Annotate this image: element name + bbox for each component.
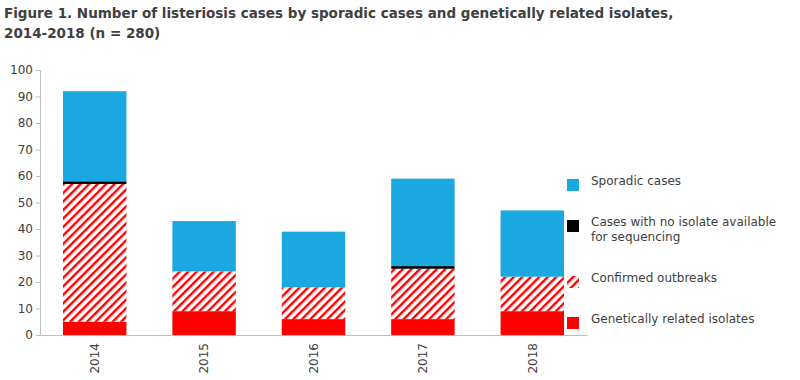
y-tick-mark [36, 282, 40, 283]
legend-label-line: Cases with no isolate available [591, 215, 776, 229]
legend-label-line: Genetically related isolates [591, 312, 754, 326]
y-axis: 0 10 20 30 40 50 60 70 80 90 100 [10, 63, 40, 342]
legend: Sporadic cases Cases with no isolate avai… [567, 174, 776, 329]
y-tick-mark [36, 97, 40, 98]
y-tick: 0 [25, 328, 40, 342]
title: Figure 1. Number of listeriosis cases by… [4, 5, 673, 41]
legend-swatch [567, 317, 579, 329]
x-axis: 2014 2015 2016 2017 2018 [41, 335, 588, 374]
x-tick: 2016 [307, 335, 321, 374]
legend-swatch [567, 276, 579, 288]
x-tick-label: 2016 [307, 343, 321, 374]
y-tick-label: 90 [18, 90, 33, 104]
y-tick-label: 0 [25, 328, 33, 342]
bar-segment [172, 311, 235, 335]
y-tick-mark [36, 176, 40, 177]
y-tick-label: 20 [18, 275, 33, 289]
bar-segment [391, 269, 454, 319]
y-tick-label: 100 [10, 63, 33, 77]
bar-segment [282, 319, 345, 335]
y-tick-mark [36, 335, 40, 336]
y-tick-label: 30 [18, 249, 33, 263]
bar-segment [282, 287, 345, 319]
bar-segment [501, 277, 564, 311]
bar-segment [391, 319, 454, 335]
y-tick-mark [36, 70, 40, 71]
bar-segment [391, 266, 454, 269]
bar-segment [172, 221, 235, 271]
y-tick-mark [36, 203, 40, 204]
bar-segment [501, 311, 564, 335]
bar-segment [391, 179, 454, 266]
legend-label-line: Sporadic cases [591, 174, 681, 188]
chart: Figure 1. Number of listeriosis cases by… [0, 0, 800, 380]
y-tick-mark [36, 309, 40, 310]
legend-swatch [567, 179, 579, 191]
y-tick: 90 [18, 90, 40, 104]
y-tick: 10 [18, 302, 40, 316]
x-tick: 2017 [416, 335, 430, 374]
legend-label: Cases with no isolate availablefor seque… [591, 215, 776, 244]
y-tick: 20 [18, 275, 40, 289]
x-axis-line [41, 335, 588, 336]
legend-label: Genetically related isolates [591, 312, 754, 326]
x-tick-label: 2015 [197, 343, 211, 374]
x-tick: 2015 [197, 335, 211, 374]
legend-label-line: Confirmed outbreaks [591, 271, 717, 285]
y-tick-label: 10 [18, 302, 33, 316]
y-tick-label: 60 [18, 169, 33, 183]
x-tick-label: 2018 [526, 343, 540, 374]
bar-segment [501, 210, 564, 276]
y-tick: 70 [18, 143, 40, 157]
y-axis-line [36, 71, 41, 336]
y-tick-label: 70 [18, 143, 33, 157]
bar-segment [172, 271, 235, 311]
y-tick: 50 [18, 196, 40, 210]
x-tick: 2014 [88, 335, 102, 374]
legend-label-line: for sequencing [591, 230, 680, 244]
y-tick-mark [36, 123, 40, 124]
bar-segment [282, 232, 345, 288]
y-tick: 40 [18, 222, 40, 236]
bar-segment [63, 322, 126, 335]
y-tick: 100 [10, 63, 40, 77]
y-tick-mark [36, 229, 40, 230]
bar-segment [63, 184, 126, 322]
title-line: Figure 1. Number of listeriosis cases by… [4, 5, 673, 21]
y-tick-mark [36, 150, 40, 151]
legend-label: Confirmed outbreaks [591, 271, 717, 285]
y-tick-mark [36, 256, 40, 257]
bars [63, 91, 564, 335]
y-tick-label: 80 [18, 116, 33, 130]
y-tick-label: 50 [18, 196, 33, 210]
bar-segment [63, 91, 126, 181]
x-tick-label: 2014 [88, 343, 102, 374]
y-tick: 30 [18, 249, 40, 263]
x-tick: 2018 [526, 335, 540, 374]
x-tick-label: 2017 [416, 343, 430, 374]
title-line: 2014-2018 (n = 280) [4, 25, 160, 41]
y-tick: 60 [18, 169, 40, 183]
legend-label: Sporadic cases [591, 174, 681, 188]
y-tick-label: 40 [18, 222, 33, 236]
bar-segment [63, 181, 126, 184]
legend-swatch [567, 220, 579, 232]
y-tick: 80 [18, 116, 40, 130]
